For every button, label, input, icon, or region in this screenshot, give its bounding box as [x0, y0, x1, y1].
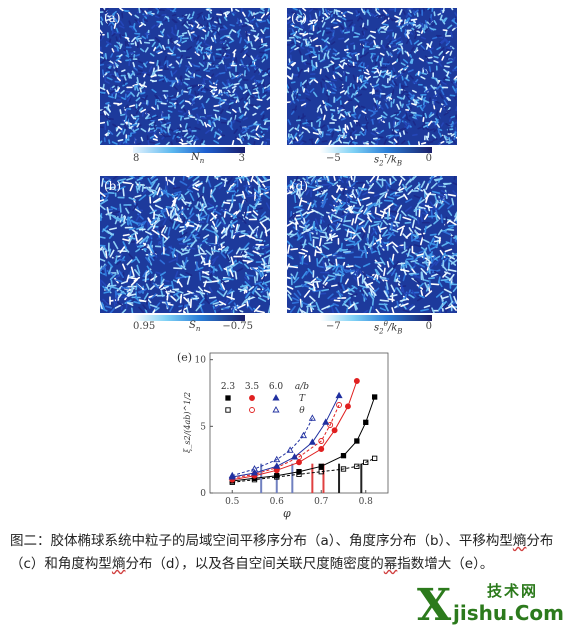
legend-marker	[225, 395, 231, 401]
panel-d-label: (d)	[291, 179, 309, 193]
chart-e-panel-label: (e)	[177, 351, 192, 364]
panel-b: (b)	[100, 176, 270, 313]
colorbar-d-label: s2θ/kB	[374, 320, 403, 336]
y-tick-label: 5	[200, 422, 206, 432]
data-point	[318, 463, 324, 469]
svg-text:X: X	[417, 580, 452, 626]
colorbar-d-max: 0	[425, 321, 432, 332]
data-point	[250, 465, 259, 472]
data-point	[308, 438, 316, 445]
data-point	[296, 469, 302, 475]
data-point	[331, 427, 338, 434]
colorbar-d-min: −7	[326, 321, 341, 332]
legend-column-label: 3.5	[245, 382, 260, 392]
legend-row-label: θ	[299, 406, 305, 416]
data-point	[318, 469, 324, 475]
panel-c-label: (c)	[291, 11, 308, 25]
panel-a: (a)	[100, 8, 270, 145]
colorbar-a: 8 Nn 3	[133, 147, 245, 165]
panel-b-image	[100, 176, 270, 313]
series-line	[232, 380, 358, 481]
panel-a-image	[100, 8, 270, 145]
colorbar-a-min: 8	[133, 153, 140, 164]
colorbar-c: −5 s2τ/kB 0	[320, 147, 432, 167]
data-point	[371, 455, 378, 461]
data-point	[274, 474, 280, 480]
chart-e: (e) 0.5 0.6 0.7 0.8 0 5 10 φ ξ_s2/(4ab)^1/2 2.3 3.5…	[177, 351, 389, 520]
legend-marker	[272, 406, 280, 413]
colorbar-a-gradient	[133, 147, 245, 153]
x-tick-label: 0.5	[225, 497, 240, 507]
data-point	[340, 453, 347, 459]
colorbar-c-label: s2τ/kB	[374, 152, 403, 168]
data-point	[296, 459, 302, 466]
x-tick-label: 0.7	[314, 497, 329, 507]
colorbar-c-gradient	[320, 147, 432, 153]
legend-marker	[272, 394, 280, 401]
x-tick-label: 0.8	[359, 497, 374, 507]
data-point	[286, 446, 294, 453]
legend-marker	[225, 407, 231, 413]
chart-e-frame	[209, 352, 389, 494]
svg-text:技术网: 技术网	[487, 582, 538, 600]
legend-marker	[249, 395, 255, 401]
data-point	[290, 453, 299, 460]
data-point	[322, 418, 330, 425]
data-point	[296, 471, 302, 477]
legend-marker	[249, 407, 255, 413]
figure-caption: 图二：胶体椭球系统中粒子的局域空间平移序分布（a）、角度序分布（b）、平移构型熵…	[10, 533, 554, 572]
data-point	[344, 403, 351, 410]
colorbar-d-gradient	[320, 315, 432, 321]
series-line	[232, 418, 313, 477]
panel-c: (c)	[287, 8, 457, 145]
colorbar-c-min: −5	[326, 153, 341, 164]
legend-column-label: 2.3	[221, 382, 236, 392]
colorbar-b-max: −0.75	[222, 321, 253, 332]
colorbar-a-max: 3	[238, 153, 245, 164]
x-axis-label: φ	[283, 507, 291, 520]
data-point	[228, 471, 236, 479]
data-point	[371, 394, 378, 400]
colorbar-b-min: 0.95	[133, 321, 156, 332]
data-point	[354, 463, 360, 469]
panel-d-image	[287, 176, 457, 313]
data-point	[335, 391, 343, 399]
colorbar-d: −7 s2θ/kB 0	[320, 315, 432, 335]
legend-row-label: T	[299, 394, 306, 404]
legend-column-label: 6.0	[269, 382, 284, 392]
y-tick-label: 10	[195, 356, 207, 366]
data-point	[308, 414, 316, 421]
data-point	[273, 462, 281, 469]
colorbar-b-gradient	[133, 315, 245, 321]
y-axis-label: ξ_s2/(4ab)^1/2	[183, 392, 192, 453]
series-line	[232, 457, 375, 483]
data-point	[336, 402, 343, 408]
data-point	[318, 438, 325, 444]
panel-c-image	[287, 8, 457, 145]
colorbar-a-label: Nn	[191, 152, 205, 165]
colorbar-b-label: Sn	[189, 320, 201, 333]
data-point	[250, 469, 259, 476]
y-tick-label: 0	[200, 489, 206, 499]
watermark-logo: X 技术网 jishu.Com	[417, 580, 564, 626]
data-point	[299, 431, 308, 439]
panel-b-label: (b)	[104, 179, 122, 193]
colorbar-b: 0.95 Sn −0.75	[133, 315, 253, 333]
svg-text:jishu.Com: jishu.Com	[452, 601, 564, 625]
panel-a-label: (a)	[104, 11, 121, 25]
x-tick-label: 0.6	[270, 497, 285, 507]
data-point	[340, 466, 347, 472]
data-point	[354, 438, 360, 444]
data-point	[363, 419, 369, 425]
data-point	[327, 422, 334, 428]
data-point	[318, 446, 325, 452]
data-point	[273, 455, 281, 463]
colorbar-c-max: 0	[425, 153, 432, 164]
data-point	[353, 378, 360, 384]
panel-d: (d)	[287, 176, 457, 313]
legend-column-label: a/b	[295, 382, 309, 392]
data-point	[363, 459, 369, 465]
